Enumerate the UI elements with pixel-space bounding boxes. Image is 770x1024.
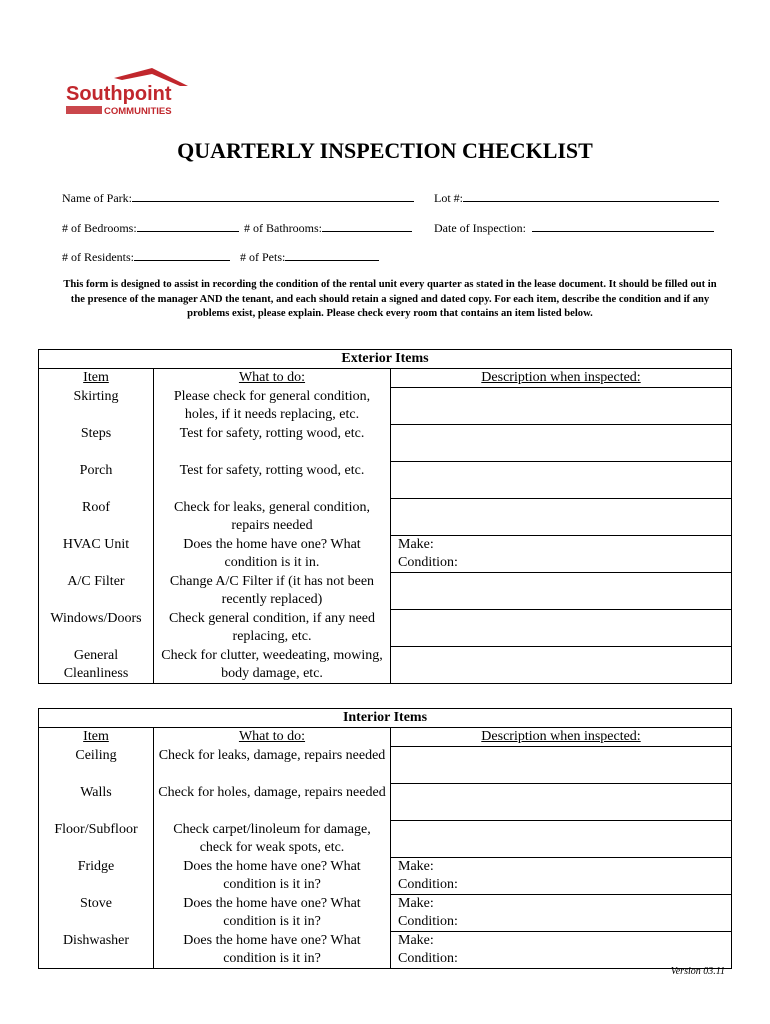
exterior-table: Exterior Items Item What to do: Description… xyxy=(37,349,733,684)
item-cell: Skirting xyxy=(38,387,154,425)
section-title: Exterior Items xyxy=(37,349,733,369)
description-cell[interactable] xyxy=(389,498,733,536)
date-field[interactable]: Date of Inspection: xyxy=(434,220,714,236)
todo-cell: Check for leaks, general condition, repa… xyxy=(153,498,391,536)
description-header: Description when inspected: xyxy=(389,368,733,388)
item-cell: Steps xyxy=(38,424,154,462)
todo-cell: Please check for general condition, hole… xyxy=(153,387,391,425)
todo-cell: Does the home have one? What condition i… xyxy=(153,931,391,969)
todo-cell: Does the home have one? What condition i… xyxy=(153,894,391,932)
southpoint-logo: Southpoint COMMUNITIES xyxy=(66,68,188,117)
todo-cell: Check general condition, if any need rep… xyxy=(153,609,391,647)
todo-cell: Test for safety, rotting wood, etc. xyxy=(153,461,391,499)
table-row: Steps Test for safety, rotting wood, etc. xyxy=(38,424,733,462)
table-row: Porch Test for safety, rotting wood, etc. xyxy=(38,461,733,499)
description-cell[interactable] xyxy=(389,646,733,684)
description-cell[interactable] xyxy=(389,387,733,425)
description-cell[interactable]: Make: Condition: xyxy=(390,894,732,932)
description-cell[interactable] xyxy=(390,820,732,858)
item-cell: HVAC Unit xyxy=(38,535,154,573)
table-row: Skirting Please check for general conditi… xyxy=(38,387,733,425)
todo-cell: Check carpet/linoleum for damage, check … xyxy=(153,820,391,858)
table-row: Walls Check for holes, damage, repairs ne… xyxy=(38,783,732,821)
item-cell: Porch xyxy=(38,461,154,499)
item-cell: Floor/Subfloor xyxy=(38,820,154,858)
description-cell[interactable] xyxy=(389,461,733,499)
todo-cell: Check for leaks, damage, repairs needed xyxy=(153,746,391,784)
table-row: Floor/Subfloor Check carpet/linoleum for … xyxy=(38,820,732,858)
todo-cell: Test for safety, rotting wood, etc. xyxy=(153,424,391,462)
residents-field[interactable]: # of Residents: xyxy=(62,249,230,265)
table-row: Stove Does the home have one? What condit… xyxy=(38,894,732,932)
description-cell[interactable]: Make: Condition: xyxy=(389,535,733,573)
item-cell: Ceiling xyxy=(38,746,154,784)
table-row: Roof Check for leaks, general condition, … xyxy=(38,498,733,536)
todo-header: What to do: xyxy=(153,727,391,747)
description-cell[interactable]: Make: Condition: xyxy=(390,931,732,969)
lot-field[interactable]: Lot #: xyxy=(434,190,719,206)
item-cell: General Cleanliness xyxy=(38,646,154,684)
pets-field[interactable]: # of Pets: xyxy=(240,249,380,265)
table-row: A/C Filter Change A/C Filter if (it has n… xyxy=(38,572,733,610)
table-row: Fridge Does the home have one? What condi… xyxy=(38,857,732,895)
description-cell[interactable] xyxy=(389,572,733,610)
todo-cell: Check for clutter, weedeating, mowing, b… xyxy=(153,646,391,684)
table-row: Ceiling Check for leaks, damage, repairs … xyxy=(38,746,732,784)
item-header: Item xyxy=(38,727,154,747)
description-cell[interactable]: Make: Condition: xyxy=(390,857,732,895)
todo-cell: Check for holes, damage, repairs needed xyxy=(153,783,391,821)
instructions: This form is designed to assist in recor… xyxy=(63,279,717,319)
svg-text:COMMUNITIES: COMMUNITIES xyxy=(104,106,172,117)
svg-text:Southpoint: Southpoint xyxy=(66,83,172,105)
item-cell: Roof xyxy=(38,498,154,536)
page-title: QUARTERLY INSPECTION CHECKLIST xyxy=(177,138,593,163)
item-cell: Dishwasher xyxy=(38,931,154,969)
bedrooms-field[interactable]: # of Bedrooms: xyxy=(62,220,239,236)
description-cell[interactable] xyxy=(390,746,732,784)
item-cell: Stove xyxy=(38,894,154,932)
version-label: Version 03.11 xyxy=(670,966,725,977)
description-header: Description when inspected: xyxy=(390,727,732,747)
bathrooms-field[interactable]: # of Bathrooms: xyxy=(244,220,412,236)
todo-cell: Change A/C Filter if (it has not been re… xyxy=(153,572,391,610)
todo-header: What to do: xyxy=(153,368,391,388)
table-row: HVAC Unit Does the home have one? What co… xyxy=(38,535,733,573)
todo-cell: Does the home have one? What condition i… xyxy=(153,857,391,895)
park-field[interactable]: Name of Park: xyxy=(62,190,414,206)
table-row: Dishwasher Does the home have one? What c… xyxy=(38,931,732,969)
item-cell: Windows/Doors xyxy=(38,609,154,647)
table-row: General Cleanliness Check for clutter, we… xyxy=(38,646,733,684)
description-cell[interactable] xyxy=(390,783,732,821)
table-row: Windows/Doors Check general condition, if… xyxy=(38,609,733,647)
item-cell: Walls xyxy=(38,783,154,821)
item-cell: Fridge xyxy=(38,857,154,895)
description-cell[interactable] xyxy=(389,609,733,647)
item-header: Item xyxy=(38,368,154,388)
interior-table: Interior Items Item What to do: Description… xyxy=(38,708,732,969)
todo-cell: Does the home have one? What condition i… xyxy=(153,535,391,573)
section-title: Interior Items xyxy=(38,708,732,728)
description-cell[interactable] xyxy=(389,424,733,462)
item-cell: A/C Filter xyxy=(38,572,154,610)
